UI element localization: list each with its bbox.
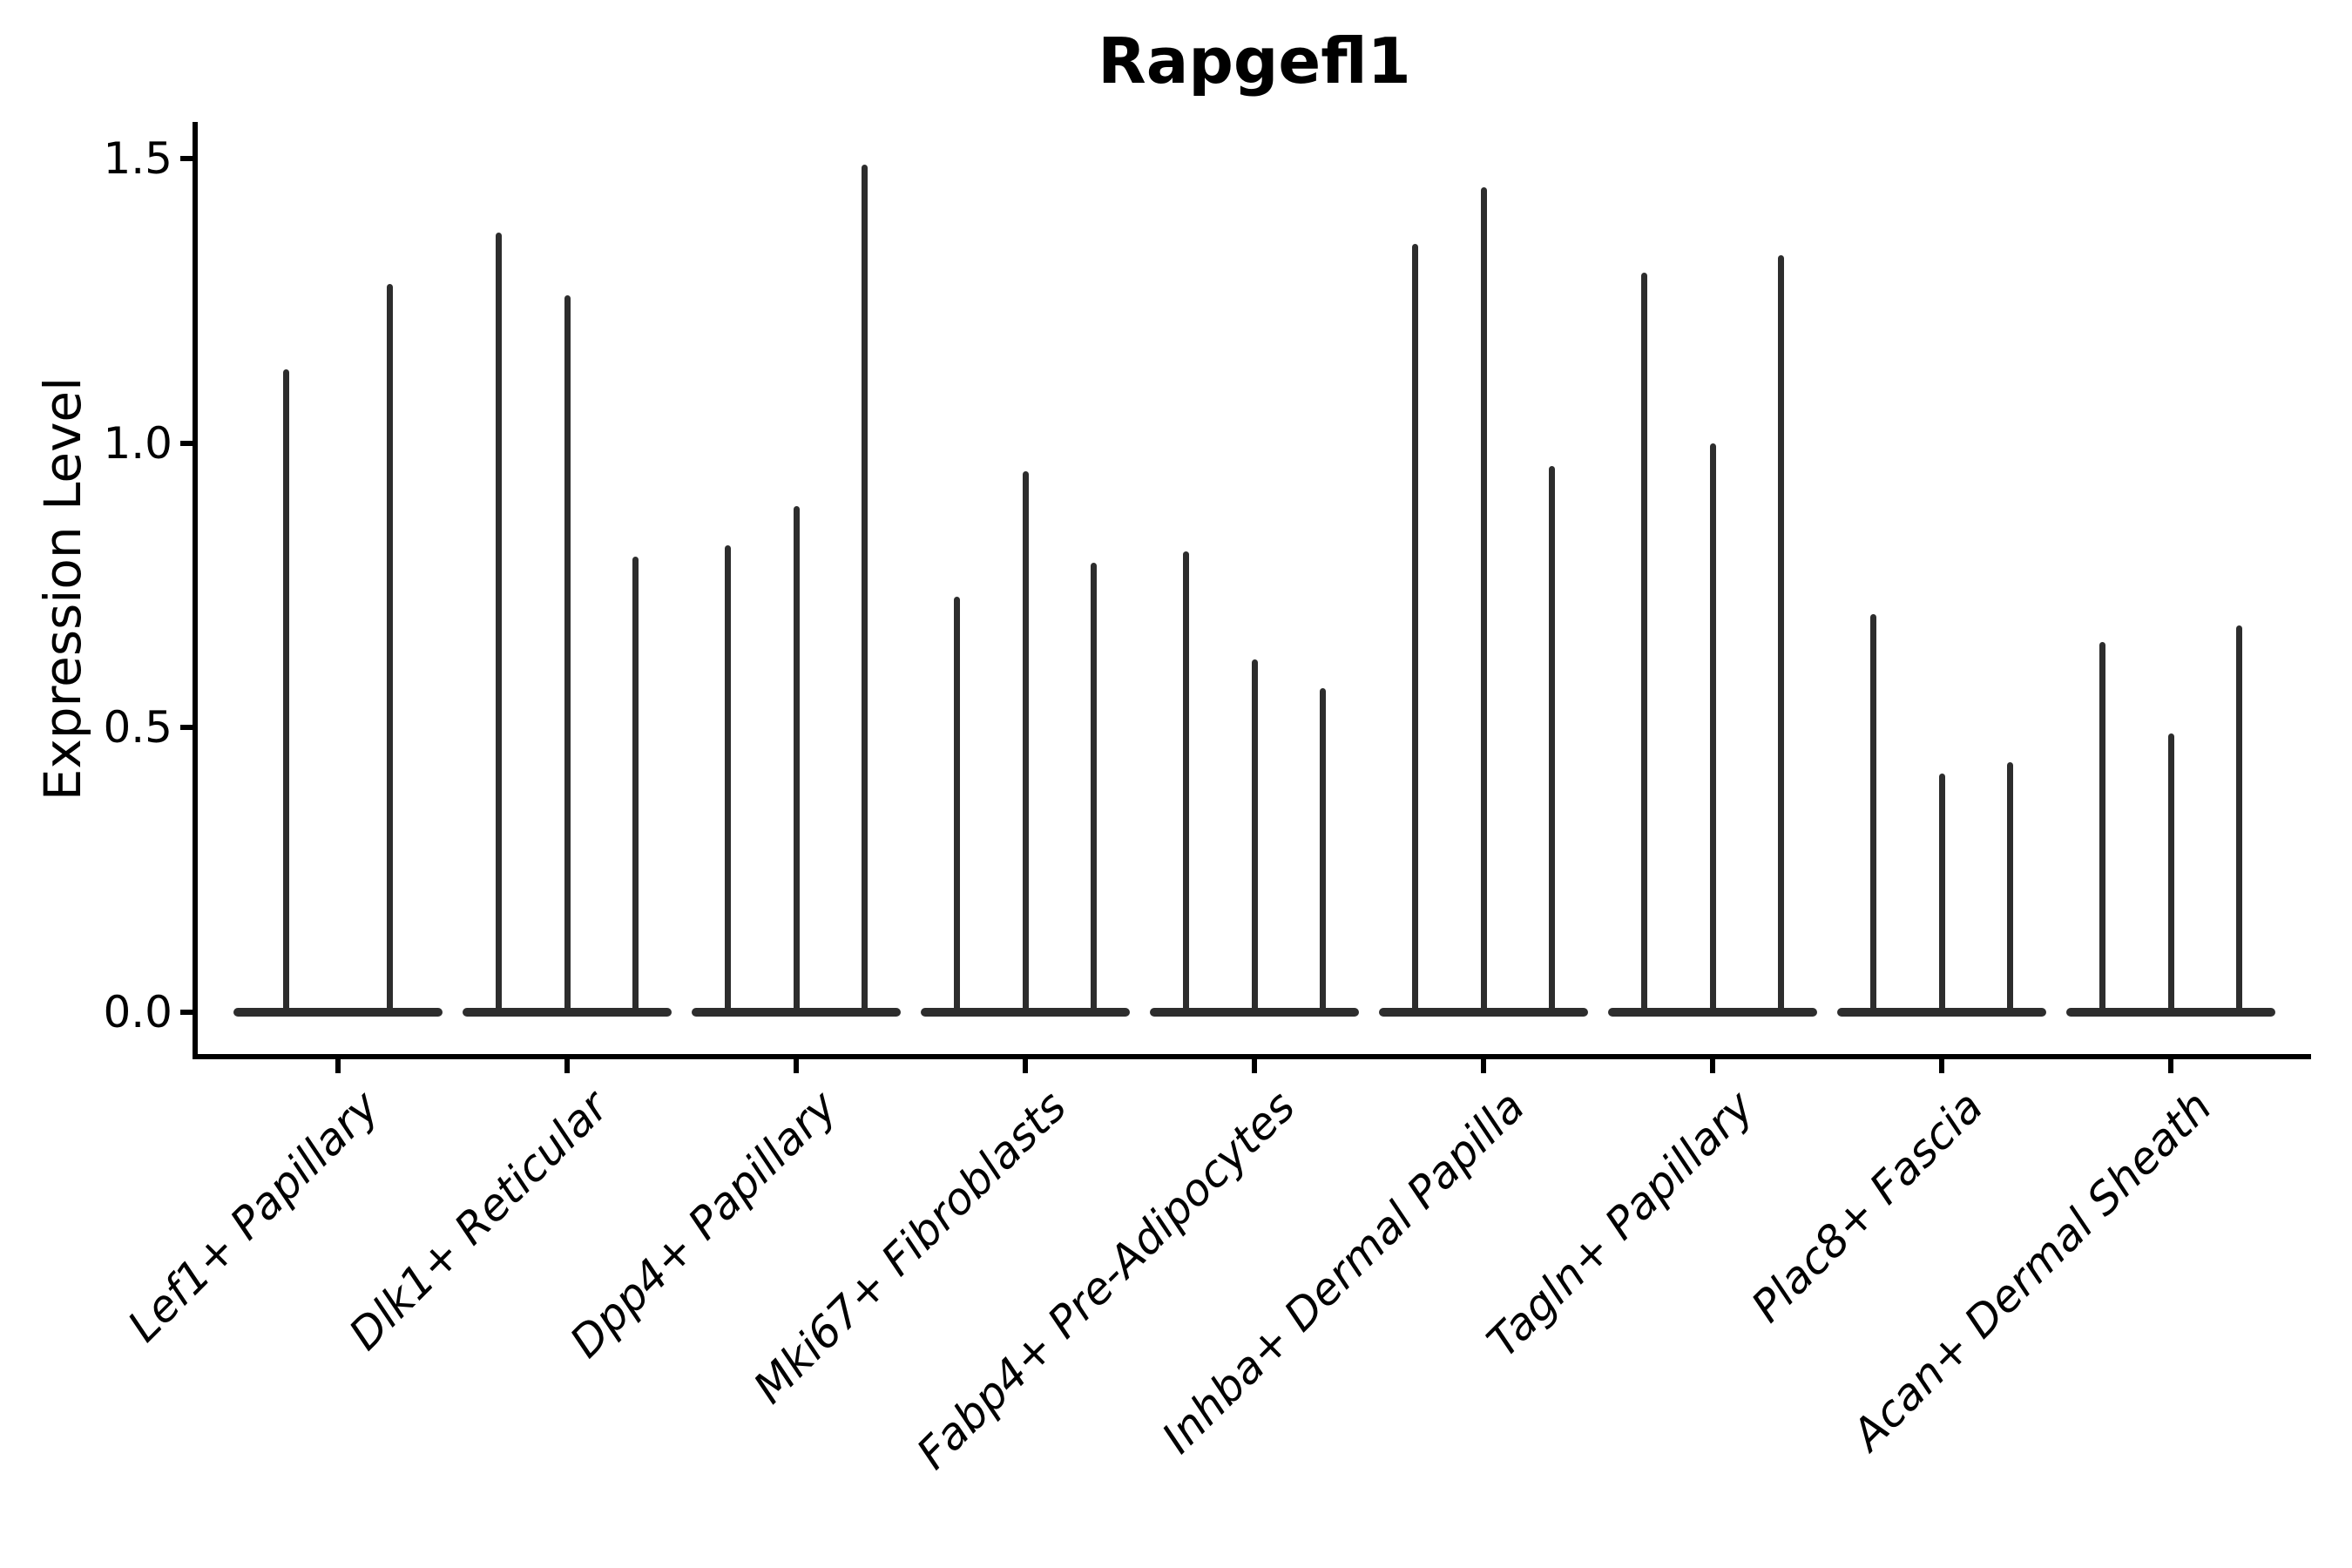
violin-spike [1022, 471, 1029, 1012]
violin-spike [1182, 551, 1189, 1012]
violin-spike [1640, 272, 1647, 1012]
x-tick [1023, 1059, 1028, 1073]
violin-spike [632, 557, 639, 1012]
violin-spike [1709, 443, 1716, 1012]
y-tick-label: 0.5 [103, 702, 172, 754]
x-tick [564, 1059, 570, 1073]
violin-spike [564, 294, 571, 1012]
violin-spike [953, 597, 960, 1012]
violin-base [1608, 1008, 1817, 1017]
y-tick-label: 0.0 [103, 987, 172, 1037]
x-tick [1939, 1059, 1944, 1073]
violin-spike [1251, 659, 1258, 1012]
violin-spike [2007, 761, 2014, 1012]
violin-base [692, 1008, 901, 1017]
y-tick [180, 1010, 193, 1015]
violin-spike [386, 283, 393, 1012]
violin-spike [1549, 465, 1556, 1012]
violin-spike [2099, 642, 2105, 1012]
violin-spike [2236, 625, 2243, 1012]
x-tick [1252, 1059, 1257, 1073]
violin-spike [862, 164, 868, 1012]
violin-spike [1091, 562, 1098, 1012]
x-tick-label: Fabp4+ Pre-Adipocytes [907, 1081, 1306, 1479]
violin-spike [1480, 186, 1487, 1012]
y-tick [180, 725, 193, 731]
x-tick [794, 1059, 799, 1073]
violin-base [921, 1008, 1130, 1017]
violin-spike [1411, 244, 1418, 1012]
violin-spike [1869, 613, 1876, 1012]
violin-spike [1320, 687, 1327, 1012]
chart-title: Rapgefl1 [1098, 24, 1411, 98]
violin-spike [495, 232, 502, 1012]
y-tick [180, 156, 193, 161]
y-tick [180, 440, 193, 446]
violin-spike [1778, 255, 1785, 1012]
bottom-spine [193, 1054, 2311, 1059]
x-tick-label: Lef1+ Papillary [118, 1081, 389, 1352]
violin-spike [2167, 733, 2174, 1012]
violin-base [233, 1008, 443, 1017]
violin-base [463, 1008, 672, 1017]
violin-spike [1938, 773, 1945, 1012]
violin-base [1150, 1008, 1359, 1017]
violin-spike [724, 545, 731, 1012]
x-tick [2168, 1059, 2173, 1073]
x-tick [335, 1059, 341, 1073]
y-tick-label: 1.0 [103, 417, 172, 469]
x-tick [1710, 1059, 1715, 1073]
y-tick-label: 1.5 [103, 133, 172, 184]
violin-base [1379, 1008, 1588, 1017]
violin-base [1837, 1008, 2046, 1017]
violin-spike [283, 368, 290, 1012]
violin-base [2066, 1008, 2275, 1017]
x-tick [1481, 1059, 1486, 1073]
x-tick-label: Plac8+ Fascia [1741, 1081, 1993, 1333]
left-spine [193, 122, 198, 1059]
violin-spike [793, 505, 800, 1012]
